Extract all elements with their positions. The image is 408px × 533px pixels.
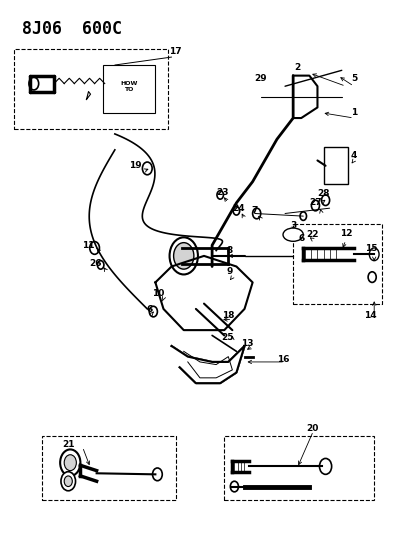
Text: 14: 14 [364, 311, 377, 320]
FancyBboxPatch shape [103, 65, 155, 113]
FancyBboxPatch shape [324, 147, 348, 184]
Text: 4: 4 [351, 151, 357, 160]
Circle shape [369, 248, 379, 261]
Text: 24: 24 [232, 204, 245, 213]
Circle shape [231, 481, 238, 492]
Text: 20: 20 [306, 424, 319, 433]
Text: 11: 11 [82, 241, 95, 250]
Circle shape [61, 472, 75, 491]
Circle shape [29, 77, 39, 90]
Text: 2: 2 [294, 63, 300, 72]
Text: 12: 12 [339, 229, 352, 238]
Text: 19: 19 [129, 161, 142, 170]
Text: 22: 22 [306, 230, 319, 239]
Text: 1: 1 [351, 108, 357, 117]
Text: 7: 7 [251, 206, 258, 215]
Text: 10: 10 [153, 288, 165, 297]
Text: 15: 15 [365, 244, 377, 253]
Text: 25: 25 [221, 333, 234, 342]
Text: 23: 23 [216, 188, 228, 197]
Circle shape [142, 162, 152, 175]
Text: 17: 17 [169, 47, 182, 56]
Text: 8J06  600C: 8J06 600C [22, 20, 122, 38]
Text: 21: 21 [62, 440, 75, 449]
Text: 16: 16 [277, 355, 289, 364]
Text: 8: 8 [226, 246, 233, 255]
Text: 6: 6 [146, 305, 153, 314]
Circle shape [174, 243, 194, 269]
Text: HOW
TO: HOW TO [120, 81, 138, 92]
Polygon shape [172, 346, 244, 383]
Circle shape [217, 191, 224, 199]
Circle shape [149, 306, 157, 317]
Circle shape [98, 261, 104, 269]
Text: 28: 28 [317, 189, 330, 198]
Circle shape [319, 458, 332, 474]
Text: 6: 6 [298, 235, 304, 244]
Text: 18: 18 [222, 311, 235, 320]
Circle shape [90, 241, 100, 254]
Circle shape [64, 455, 76, 471]
Circle shape [311, 200, 319, 211]
Circle shape [368, 272, 376, 282]
Text: 5: 5 [351, 74, 357, 83]
Circle shape [60, 449, 80, 476]
Text: 27: 27 [309, 198, 322, 207]
Text: 29: 29 [255, 74, 267, 83]
Text: 9: 9 [226, 268, 233, 276]
Circle shape [64, 476, 72, 487]
Text: 13: 13 [242, 339, 254, 348]
Text: 26: 26 [89, 259, 102, 268]
Circle shape [153, 468, 162, 481]
Circle shape [300, 212, 306, 220]
Ellipse shape [170, 237, 198, 274]
Text: 3: 3 [290, 221, 296, 230]
Ellipse shape [283, 228, 303, 241]
Circle shape [233, 207, 239, 215]
Circle shape [253, 208, 261, 219]
Circle shape [322, 195, 330, 206]
